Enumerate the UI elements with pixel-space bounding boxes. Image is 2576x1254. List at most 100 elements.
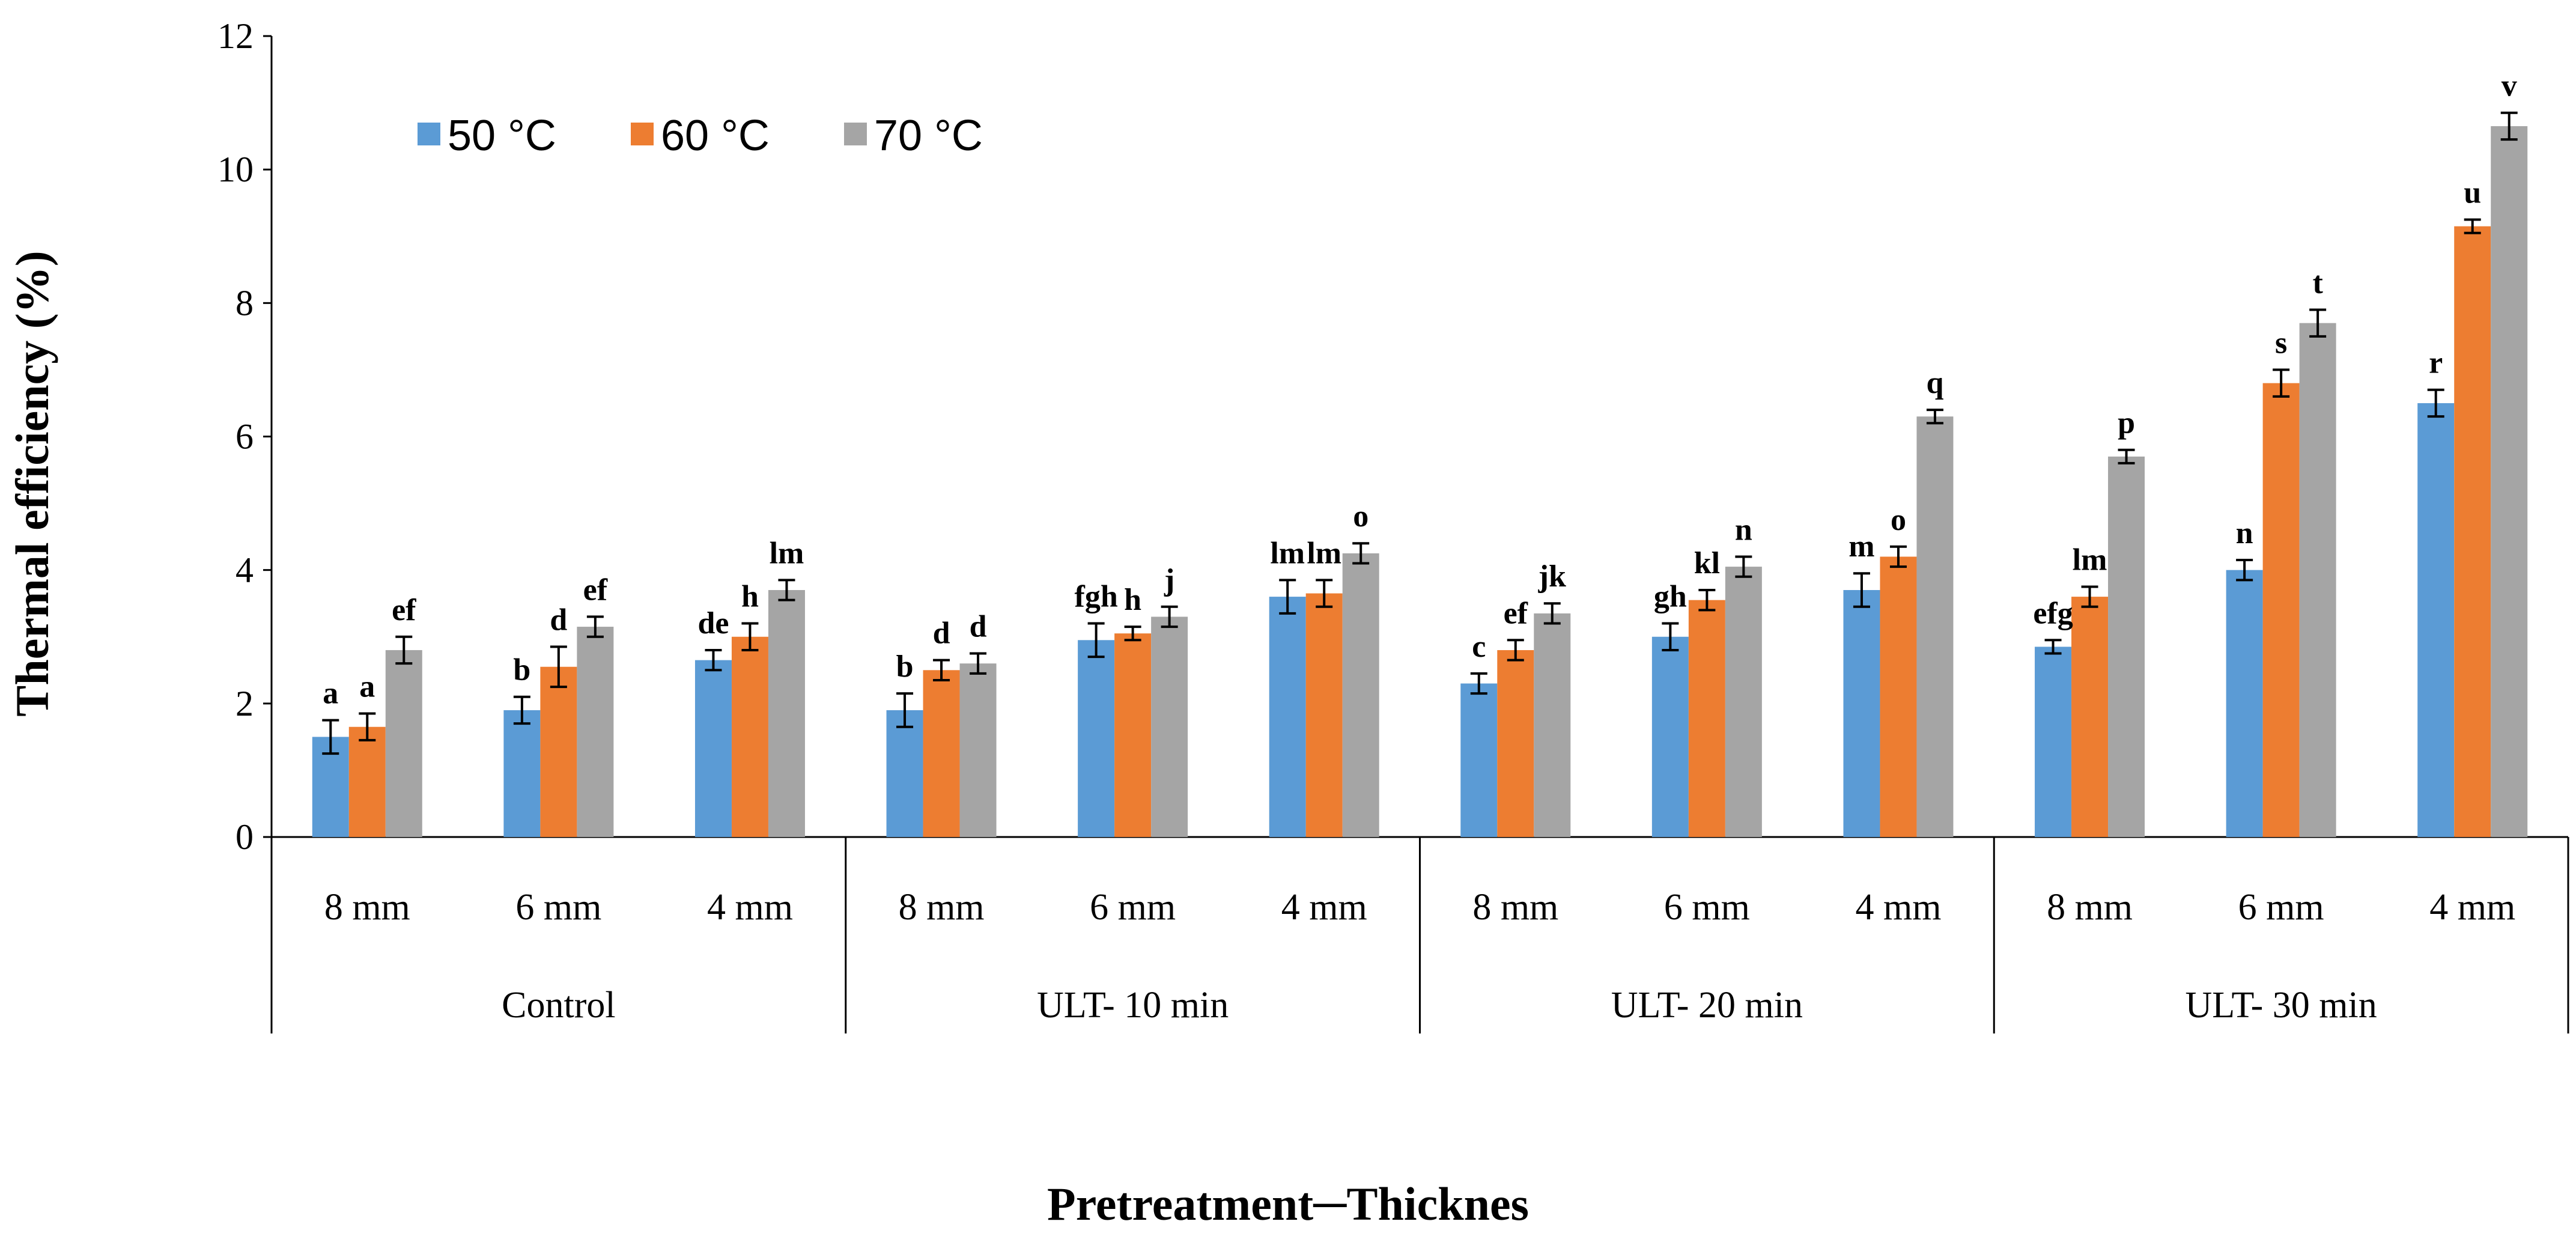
x-category-label: 8 mm <box>2047 887 2133 928</box>
bar <box>1880 556 1917 837</box>
bar <box>577 627 614 837</box>
x-category-label: 6 mm <box>1090 887 1176 928</box>
significance-label: j <box>1164 563 1174 597</box>
significance-label: m <box>1848 529 1874 564</box>
bar <box>959 663 997 837</box>
significance-label: lm <box>1270 536 1305 570</box>
bar <box>1460 683 1498 837</box>
bar <box>1688 600 1725 837</box>
bar <box>768 589 805 837</box>
bar <box>2071 597 2109 837</box>
axes: 0 2 4 6 8 10 12 <box>217 16 2569 1033</box>
significance-label: h <box>1124 583 1141 617</box>
legend-swatch <box>631 123 654 145</box>
bar <box>694 660 732 837</box>
x-group-label: ULT- 30 min <box>2186 985 2377 1026</box>
error-bars <box>322 111 2518 755</box>
x-category-label: 4 mm <box>1281 887 1367 928</box>
bar <box>1843 589 1880 837</box>
bar <box>1534 613 1571 837</box>
x-axis-category-labels: 8 mm 6 mm 4 mm Control 8 mm 6 mm 4 mm ULT- 10 m… <box>324 887 2515 1026</box>
bar <box>923 670 960 837</box>
significance-label: efg <box>2033 596 2073 630</box>
significance-label: r <box>2429 346 2443 380</box>
significance-label: fgh <box>1075 580 1118 614</box>
bar <box>1497 650 1534 837</box>
legend: 50 °C 60 °C 70 °C <box>418 112 983 160</box>
bar <box>2491 126 2528 837</box>
x-group-label: ULT- 20 min <box>1611 985 1803 1026</box>
bar <box>2417 403 2455 837</box>
significance-label: lm <box>1307 536 1341 570</box>
significance-label: kl <box>1694 546 1720 580</box>
significance-label: d <box>970 610 987 644</box>
legend-label: 50 °C <box>448 112 556 160</box>
significance-label: b <box>513 653 530 687</box>
significance-label: d <box>933 616 950 651</box>
bar <box>348 726 386 837</box>
bar <box>1078 640 1115 837</box>
bar <box>731 636 768 837</box>
significance-label: c <box>1472 630 1486 664</box>
x-category-label: 6 mm <box>515 887 601 928</box>
x-category-label: 6 mm <box>1664 887 1750 928</box>
bar <box>1651 636 1689 837</box>
bar <box>1305 593 1343 837</box>
significance-label: o <box>1891 503 1906 537</box>
legend-label: 70 °C <box>874 112 983 160</box>
significance-label: n <box>2236 516 2253 550</box>
significance-label: d <box>550 603 567 637</box>
y-tick-label: 4 <box>235 550 254 590</box>
bar <box>1269 597 1306 837</box>
significance-label: p <box>2118 406 2135 440</box>
significance-label: lm <box>2073 543 2107 577</box>
x-category-label: 8 mm <box>1472 887 1558 928</box>
bar <box>503 710 541 837</box>
bar <box>385 650 422 837</box>
legend-label: 60 °C <box>661 112 770 160</box>
bar <box>1151 616 1188 837</box>
significance-label: o <box>1353 499 1368 534</box>
y-tick-label: 12 <box>217 16 254 56</box>
y-tick-label: 0 <box>235 817 254 857</box>
significance-label: de <box>697 606 729 641</box>
significance-label: gh <box>1654 580 1687 614</box>
significance-label: s <box>2275 326 2287 360</box>
significance-label: lm <box>770 536 804 570</box>
significance-label: ef <box>583 573 608 607</box>
significance-label: ef <box>1504 596 1528 630</box>
significance-label: t <box>2312 266 2323 300</box>
bar <box>1916 416 1954 837</box>
bar <box>2035 647 2072 837</box>
bar <box>2299 323 2336 837</box>
legend-swatch <box>418 123 440 145</box>
significance-label: ef <box>392 593 416 627</box>
y-tick-label: 8 <box>235 283 254 323</box>
legend-swatch <box>844 123 867 145</box>
x-category-label: 8 mm <box>899 887 985 928</box>
significance-label: n <box>1735 513 1752 547</box>
bar <box>2454 226 2491 837</box>
y-tick-label: 2 <box>235 684 254 723</box>
x-category-label: 4 mm <box>1855 887 1941 928</box>
x-category-label: 4 mm <box>2429 887 2515 928</box>
significance-label: u <box>2464 175 2481 210</box>
bar <box>2226 570 2263 837</box>
x-group-label: ULT- 10 min <box>1037 985 1229 1026</box>
significance-label: h <box>741 580 759 614</box>
y-tick-label: 10 <box>217 150 254 189</box>
y-axis-title: Thermal efficiency (%) <box>6 251 58 716</box>
bar <box>886 710 923 837</box>
bar <box>2108 456 2145 837</box>
x-category-label: 6 mm <box>2238 887 2324 928</box>
bar <box>1342 553 1379 837</box>
y-tick-label: 6 <box>235 417 254 457</box>
x-axis-title: Pretreatment─Thicknes <box>1047 1178 1529 1230</box>
x-category-label: 8 mm <box>324 887 410 928</box>
significance-label: a <box>323 677 338 711</box>
x-category-label: 4 mm <box>707 887 793 928</box>
bar <box>1725 567 1762 837</box>
bar <box>2262 383 2300 837</box>
